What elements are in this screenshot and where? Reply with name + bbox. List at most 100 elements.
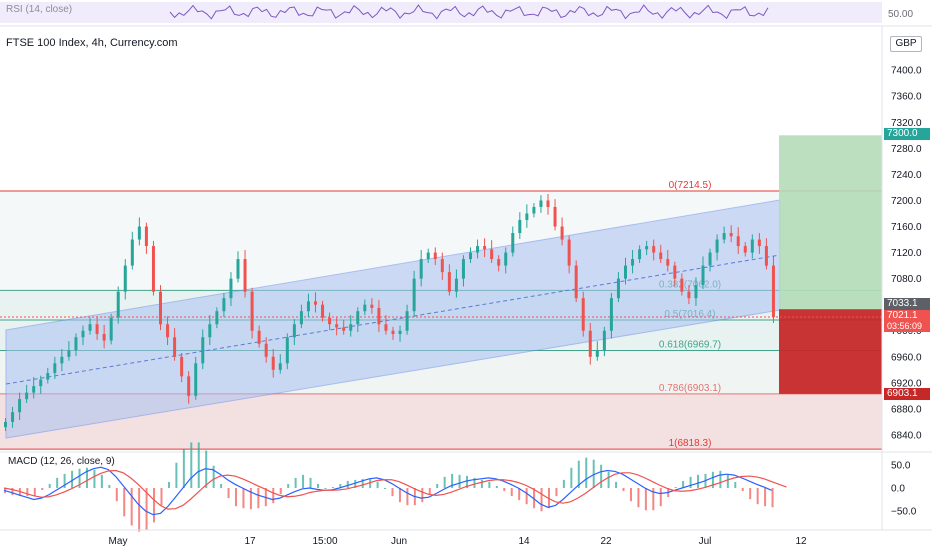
candle-body [638,249,642,260]
candle [645,240,649,256]
fib-level-label: 0(7214.5) [669,180,712,191]
macd-histogram-bar [570,467,573,488]
candle [715,234,719,261]
candle [144,222,148,254]
macd-histogram-bar [361,478,364,488]
macd-histogram-bar [682,480,685,488]
macd-histogram-bar [11,488,14,496]
macd-histogram-bar [697,474,700,488]
macd-histogram-bar [756,488,759,505]
candle-body [483,246,487,250]
candle [342,319,346,335]
candle-body [532,206,536,214]
candle-body [504,252,508,266]
macd-histogram-bar [384,488,387,489]
candle-body [701,265,705,286]
candle [25,384,29,404]
candle-body [673,265,677,279]
macd-y-tick-label: 50.0 [891,461,911,472]
candle [151,240,155,296]
candle [511,226,515,257]
candle-body [412,278,416,312]
candle [405,304,409,335]
candle [215,307,219,329]
candle-body [736,236,740,247]
candle-body [405,311,409,331]
macd-histogram-bar [659,488,662,507]
macd-histogram-bar [689,476,692,488]
macd-y-tick-label: 0.0 [891,484,905,495]
candle-body [743,246,747,253]
macd-histogram-bar [324,488,327,489]
macd-histogram-bar [562,479,565,488]
candle [159,285,162,331]
candle-body [130,239,134,266]
macd-histogram-bar [249,488,252,510]
macd-histogram-bar [615,481,618,488]
candle-body [88,324,92,331]
candle-body [342,327,346,331]
candle [504,247,508,274]
candle [454,269,458,298]
candle-body [560,226,564,240]
macd-histogram-bar [145,488,148,531]
candle-body [419,259,423,279]
y-tick-label: 6920.0 [891,378,922,389]
macd-histogram-bar [346,480,349,488]
candle-body [567,239,571,266]
macd-histogram-bar [540,488,543,512]
macd-histogram-bar [488,481,491,488]
candle-body [609,298,613,331]
macd-histogram-bar [56,477,59,488]
candle [602,326,606,357]
candle-body [624,265,627,279]
candle-body [398,330,402,335]
candle [687,285,691,305]
candle-body [328,317,332,325]
candle-body [652,246,656,253]
candle [497,255,501,272]
candle [60,348,64,372]
macd-label[interactable]: MACD (12, 26, close, 9) [8,456,115,467]
candle [102,324,106,349]
y-tick-label: 7120.0 [891,248,922,259]
candle-body [645,246,649,250]
candle-body [588,330,592,357]
candle-body [243,259,247,292]
macd-histogram-bar [63,473,66,488]
candle-body [525,213,529,221]
chart-title[interactable]: FTSE 100 Index, 4h, Currency.com [6,37,178,49]
candle [222,292,226,318]
macd-histogram-bar [190,442,193,488]
candle [764,238,768,270]
candle-body [60,356,64,364]
rsi-level-label: 50.00 [888,9,914,20]
candle-body [574,265,578,299]
macd-histogram-bar [711,471,714,488]
candle [299,304,303,329]
candle-body [306,301,310,312]
candle [539,195,543,213]
candle-body [694,285,698,299]
macd-y-tick-label: −50.0 [891,507,917,518]
candle [335,317,339,336]
macd-histogram-bar [182,449,185,488]
currency-unit[interactable]: GBP [890,36,922,52]
candle [490,240,494,263]
macd-histogram-bar [607,471,610,488]
macd-histogram-bar [644,488,647,511]
candle-body [511,233,515,253]
candle-body [166,324,170,338]
y-tick-label: 7080.0 [891,274,922,285]
candle [88,317,92,335]
candle-body [497,259,501,266]
macd-histogram-bar [577,460,580,488]
candle-body [208,324,212,338]
candle [518,212,522,239]
channel-midline [5,254,781,385]
macd-histogram-bar [48,483,51,488]
macd-histogram-bar [503,488,506,492]
y-tick-label: 7160.0 [891,222,922,233]
rsi-label: RSI (14, close) [6,4,73,15]
